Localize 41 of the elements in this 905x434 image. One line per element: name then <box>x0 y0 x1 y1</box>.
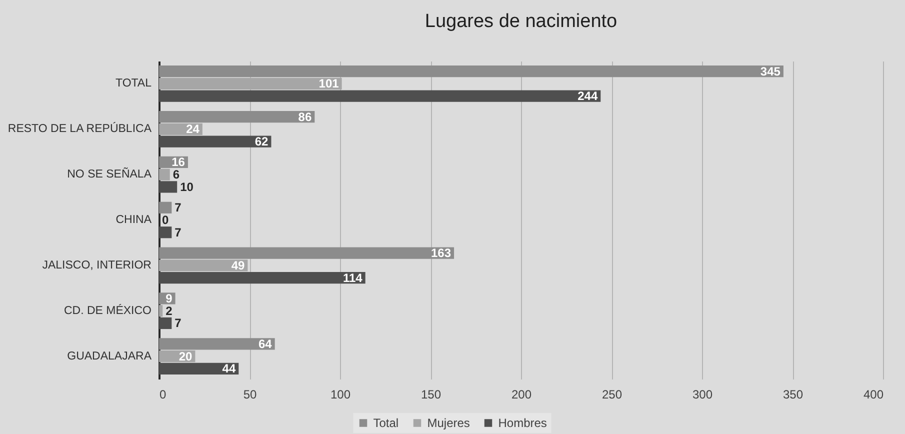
y-tick-label: GUADALAJARA <box>67 350 152 362</box>
y-tick-label: RESTO DE LA REPÚBLICA <box>8 122 152 136</box>
data-label: 62 <box>254 134 269 149</box>
data-label: 7 <box>174 316 182 330</box>
x-tick-label: 300 <box>692 388 713 402</box>
data-label: 163 <box>431 246 452 260</box>
y-tick-label: NO SE SEÑALA <box>67 166 152 181</box>
x-tick-label: 250 <box>602 388 622 402</box>
y-tick-label: JALISCO, INTERIOR <box>42 259 152 272</box>
data-label: 10 <box>180 180 194 194</box>
data-label: 24 <box>186 122 200 136</box>
data-label: 345 <box>760 64 781 78</box>
x-tick-label: 200 <box>511 388 532 402</box>
y-tick-label: TOTAL <box>116 78 152 90</box>
data-label: 0 <box>162 213 169 227</box>
x-tick-label: 400 <box>863 388 884 402</box>
data-label: 64 <box>258 336 272 351</box>
data-label: 16 <box>172 155 186 170</box>
data-label: 9 <box>166 291 173 306</box>
data-label: 2 <box>166 304 173 318</box>
data-label: 114 <box>342 270 363 285</box>
legend-label: Hombres <box>498 416 547 430</box>
x-tick-label: 100 <box>330 388 351 402</box>
chart-title: Lugares de nacimiento <box>424 11 618 32</box>
y-tick-label: CHINA <box>116 214 152 226</box>
data-label: 49 <box>231 258 246 272</box>
data-label: 7 <box>174 225 182 240</box>
x-tick-label: 150 <box>420 388 442 402</box>
x-tick-label: 50 <box>243 388 257 402</box>
data-label: 6 <box>172 168 180 182</box>
data-label: 7 <box>174 200 182 215</box>
data-label: 101 <box>318 76 340 91</box>
data-label: 244 <box>578 89 598 104</box>
x-tick-label: 350 <box>782 388 804 402</box>
data-label: 44 <box>222 362 236 376</box>
data-label: 20 <box>178 349 193 364</box>
legend-label: Total <box>373 416 399 430</box>
y-tick-label: CD. DE MÉXICO <box>64 304 152 317</box>
x-tick-label: 0 <box>160 388 166 402</box>
legend-label: Mujeres <box>427 416 470 430</box>
data-label: 86 <box>298 110 312 124</box>
